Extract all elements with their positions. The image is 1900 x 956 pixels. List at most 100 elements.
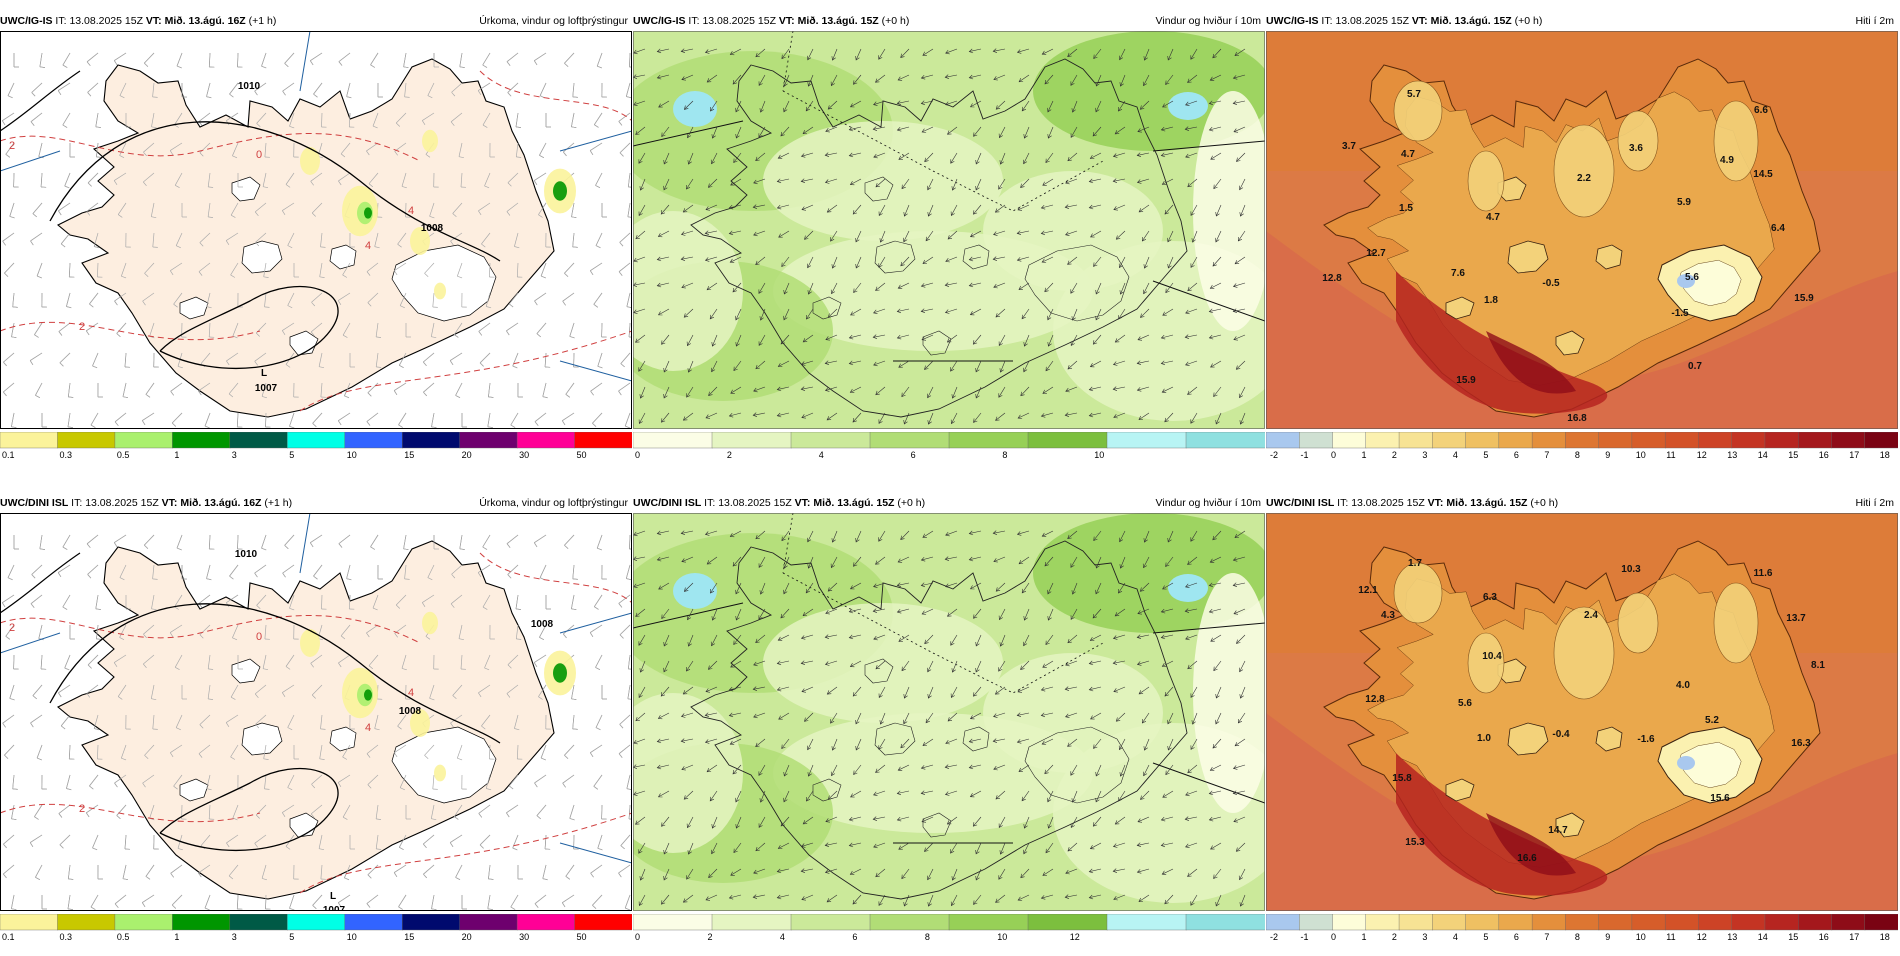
legend-tick: 3 bbox=[232, 450, 237, 460]
legend-swatch bbox=[0, 432, 58, 448]
model-name: UWC/DINI ISL bbox=[0, 497, 68, 509]
temperature-value: 14.5 bbox=[1753, 169, 1773, 180]
legend-swatch bbox=[1698, 914, 1732, 930]
temperature-value: 1.8 bbox=[1484, 295, 1498, 306]
temperature-value: 14.7 bbox=[1548, 825, 1568, 836]
legend-swatch bbox=[172, 914, 230, 930]
legend-tick: 0.5 bbox=[117, 932, 130, 942]
pressure-label: L bbox=[330, 891, 336, 902]
legend-tick: 2 bbox=[1392, 932, 1397, 942]
model-name: UWC/DINI ISL bbox=[1266, 497, 1334, 509]
legend-swatch bbox=[1399, 432, 1433, 448]
temperature-value: 6.4 bbox=[1771, 223, 1785, 234]
lead-time: (+0 h) bbox=[1530, 497, 1558, 509]
temperature-value: 15.6 bbox=[1710, 793, 1730, 804]
valid-time-label: VT: bbox=[146, 15, 162, 27]
legend-tick: 10 bbox=[997, 932, 1007, 942]
legend-tick: 0.3 bbox=[60, 932, 73, 942]
legend-swatch bbox=[460, 914, 518, 930]
isotherm-label: 4 bbox=[365, 722, 371, 734]
legend-tick: 5 bbox=[289, 932, 294, 942]
legend-tick: 6 bbox=[911, 450, 916, 460]
isotherm-label: 4 bbox=[408, 687, 414, 699]
legend-tick: 0 bbox=[1331, 450, 1336, 460]
panel-title: Vindur og hviður í 10m bbox=[1156, 12, 1261, 30]
temperature-value: 2.4 bbox=[1584, 610, 1598, 621]
temperature-value: 4.7 bbox=[1486, 212, 1500, 223]
legend-tick: 0 bbox=[635, 450, 640, 460]
legend-tick: 9 bbox=[1605, 932, 1610, 942]
temperature-value: 5.6 bbox=[1685, 272, 1699, 283]
legend-tick: 15 bbox=[404, 450, 414, 460]
valid-time-label: VT: bbox=[162, 497, 178, 509]
temperature-value: 4.9 bbox=[1720, 155, 1734, 166]
legend-swatch bbox=[1028, 432, 1108, 448]
legend-swatch bbox=[1599, 432, 1633, 448]
legend-swatch bbox=[1499, 432, 1533, 448]
legend-tick: 4 bbox=[1453, 450, 1458, 460]
panel-title: Úrkoma, vindur og loftþrýstingur bbox=[479, 12, 628, 30]
legend-tick: 10 bbox=[1094, 450, 1104, 460]
legend-tick: 8 bbox=[1575, 450, 1580, 460]
legend-tick: 4 bbox=[780, 932, 785, 942]
legend-tick: 16 bbox=[1819, 450, 1829, 460]
pressure-label: 1008 bbox=[399, 706, 422, 717]
legend-swatch bbox=[1865, 432, 1898, 448]
legend-swatch bbox=[1266, 914, 1300, 930]
panel-header: UWC/DINI ISL IT: 13.08.2025 15Z VT: Mið.… bbox=[1266, 494, 1898, 512]
panel-header: UWC/IG-IS IT: 13.08.2025 15Z VT: Mið. 13… bbox=[0, 12, 632, 30]
legend-swatch bbox=[345, 914, 403, 930]
legend-tick: 4 bbox=[819, 450, 824, 460]
legend-swatch bbox=[1632, 914, 1666, 930]
legend-swatch bbox=[1565, 432, 1599, 448]
temperature-value: 15.9 bbox=[1794, 293, 1814, 304]
legend-swatch bbox=[460, 432, 518, 448]
legend-swatch bbox=[575, 432, 632, 448]
issue-time-label: IT: bbox=[71, 497, 82, 509]
legend-tick: 10 bbox=[1636, 450, 1646, 460]
temperature-value: 12.7 bbox=[1366, 248, 1386, 259]
temperature-value: 12.8 bbox=[1322, 273, 1342, 284]
legend-tick: 12 bbox=[1697, 932, 1707, 942]
legend-tick: 14 bbox=[1758, 450, 1768, 460]
issue-time: 13.08.2025 15Z bbox=[85, 497, 159, 509]
legend-swatch bbox=[1698, 432, 1732, 448]
legend-tick: 12 bbox=[1070, 932, 1080, 942]
legend-swatch bbox=[870, 914, 950, 930]
model-name: UWC/IG-IS bbox=[0, 15, 53, 27]
isotherm-label: 0 bbox=[256, 631, 262, 643]
temp-map-panel: UWC/IG-IS IT: 13.08.2025 15Z VT: Mið. 13… bbox=[1266, 12, 1898, 474]
legend-tick: 50 bbox=[577, 932, 587, 942]
issue-time-label: IT: bbox=[1321, 15, 1332, 27]
issue-time: 13.08.2025 15Z bbox=[1351, 497, 1425, 509]
issue-time-label: IT: bbox=[704, 497, 715, 509]
legend-swatch bbox=[1466, 914, 1500, 930]
panel-header: UWC/IG-IS IT: 13.08.2025 15Z VT: Mið. 13… bbox=[1266, 12, 1898, 30]
legend-tick: 14 bbox=[1758, 932, 1768, 942]
legend-tick: 5 bbox=[1483, 450, 1488, 460]
model-name: UWC/IG-IS bbox=[1266, 15, 1319, 27]
panel-header: UWC/DINI ISL IT: 13.08.2025 15Z VT: Mið.… bbox=[633, 494, 1265, 512]
temperature-value: 2.2 bbox=[1577, 173, 1591, 184]
legend-tick: 11 bbox=[1666, 932, 1675, 942]
legend-tick: 3 bbox=[232, 932, 237, 942]
legend-swatch bbox=[949, 432, 1029, 448]
legend-swatch bbox=[115, 432, 173, 448]
legend-swatch bbox=[230, 432, 288, 448]
legend-tick: -2 bbox=[1270, 450, 1278, 460]
legend-tick: 1 bbox=[1362, 450, 1367, 460]
legend-tick: 18 bbox=[1880, 450, 1890, 460]
legend-tick: 6 bbox=[1514, 932, 1519, 942]
legend-tick: 7 bbox=[1544, 450, 1549, 460]
legend-swatch bbox=[633, 432, 713, 448]
valid-time: Mið. 13.ágú. 15Z bbox=[1446, 497, 1527, 509]
temperature-value: 7.6 bbox=[1451, 268, 1465, 279]
legend-tick: 13 bbox=[1727, 450, 1737, 460]
legend-swatch bbox=[0, 914, 58, 930]
legend-swatch bbox=[1333, 914, 1367, 930]
isotherm-label: 2 bbox=[9, 622, 15, 634]
legend-swatch bbox=[1532, 432, 1566, 448]
